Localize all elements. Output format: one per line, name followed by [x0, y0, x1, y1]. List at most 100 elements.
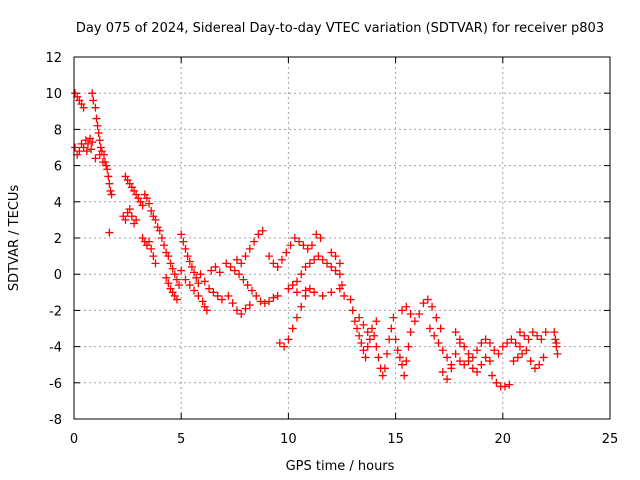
data-point: [181, 275, 190, 284]
data-point: [207, 266, 216, 275]
data-point: [245, 300, 254, 309]
data-point: [107, 190, 116, 199]
data-point: [423, 295, 432, 304]
data-point: [125, 205, 134, 214]
data-point: [105, 228, 114, 237]
data-point: [301, 262, 310, 271]
data-point: [164, 252, 173, 261]
data-point: [490, 346, 499, 355]
data-point: [258, 226, 267, 235]
data-point: [102, 161, 111, 170]
data-point: [105, 179, 114, 188]
data-point: [260, 299, 269, 308]
data-point: [537, 335, 546, 344]
data-point: [170, 291, 179, 300]
data-point: [464, 349, 473, 358]
data-point: [190, 268, 199, 277]
data-point: [314, 252, 323, 261]
data-point: [288, 281, 297, 290]
data-point: [96, 143, 105, 152]
data-point: [179, 237, 188, 246]
data-point: [447, 364, 456, 373]
data-point: [286, 241, 295, 250]
data-point: [406, 328, 415, 337]
data-point: [346, 295, 355, 304]
data-point: [353, 324, 362, 333]
data-point: [127, 212, 136, 221]
data-point: [273, 291, 282, 300]
data-point: [104, 172, 113, 181]
data-point: [361, 353, 370, 362]
y-tick-label: -8: [49, 413, 62, 428]
data-point: [419, 299, 428, 308]
data-point: [481, 353, 490, 362]
data-point: [187, 262, 196, 271]
data-point: [378, 371, 387, 380]
data-point: [237, 310, 246, 319]
data-point: [335, 259, 344, 268]
data-point: [162, 273, 171, 282]
data-point: [106, 186, 115, 195]
data-point: [232, 306, 241, 315]
data-point: [518, 349, 527, 358]
data-point: [172, 295, 181, 304]
data-point: [149, 212, 158, 221]
data-point: [387, 324, 396, 333]
data-point: [123, 176, 132, 185]
data-point: [292, 277, 301, 286]
data-point: [130, 186, 139, 195]
data-point: [363, 342, 372, 351]
data-point: [86, 134, 95, 143]
data-point: [166, 284, 175, 293]
data-point: [284, 284, 293, 293]
x-tick-label: 15: [387, 432, 404, 447]
data-point: [473, 346, 482, 355]
data-point: [194, 291, 203, 300]
data-point: [301, 286, 310, 295]
data-point: [398, 360, 407, 369]
data-point: [443, 353, 452, 362]
data-point: [269, 293, 278, 302]
data-point: [265, 297, 274, 306]
data-point: [232, 255, 241, 264]
data-point: [82, 147, 91, 156]
y-tick-label: -2: [49, 304, 62, 319]
data-point: [93, 121, 102, 130]
data-point: [241, 304, 250, 313]
data-point: [436, 324, 445, 333]
data-point: [95, 150, 104, 159]
data-point: [551, 335, 560, 344]
data-point: [153, 223, 162, 232]
data-point: [455, 335, 464, 344]
data-point: [275, 338, 284, 347]
data-point: [211, 262, 220, 271]
data-point: [357, 338, 366, 347]
data-point: [500, 382, 509, 391]
data-point: [213, 291, 222, 300]
data-point: [284, 335, 293, 344]
data-point: [310, 255, 319, 264]
data-point: [177, 266, 186, 275]
y-tick-label: 2: [54, 232, 62, 247]
data-point: [481, 335, 490, 344]
data-point: [503, 338, 512, 347]
data-point: [71, 143, 80, 152]
data-point: [509, 357, 518, 366]
data-point: [162, 248, 171, 257]
data-point: [183, 252, 192, 261]
data-point: [477, 338, 486, 347]
y-tick-label: -4: [49, 341, 62, 356]
data-point: [147, 244, 156, 253]
data-point: [71, 89, 80, 98]
data-point: [402, 302, 411, 311]
data-point: [87, 145, 96, 154]
data-point: [121, 215, 130, 224]
data-point: [119, 212, 128, 221]
data-point: [355, 313, 364, 322]
data-point: [335, 284, 344, 293]
data-point: [307, 241, 316, 250]
data-point: [241, 252, 250, 261]
data-point: [142, 241, 151, 250]
data-point: [145, 199, 154, 208]
